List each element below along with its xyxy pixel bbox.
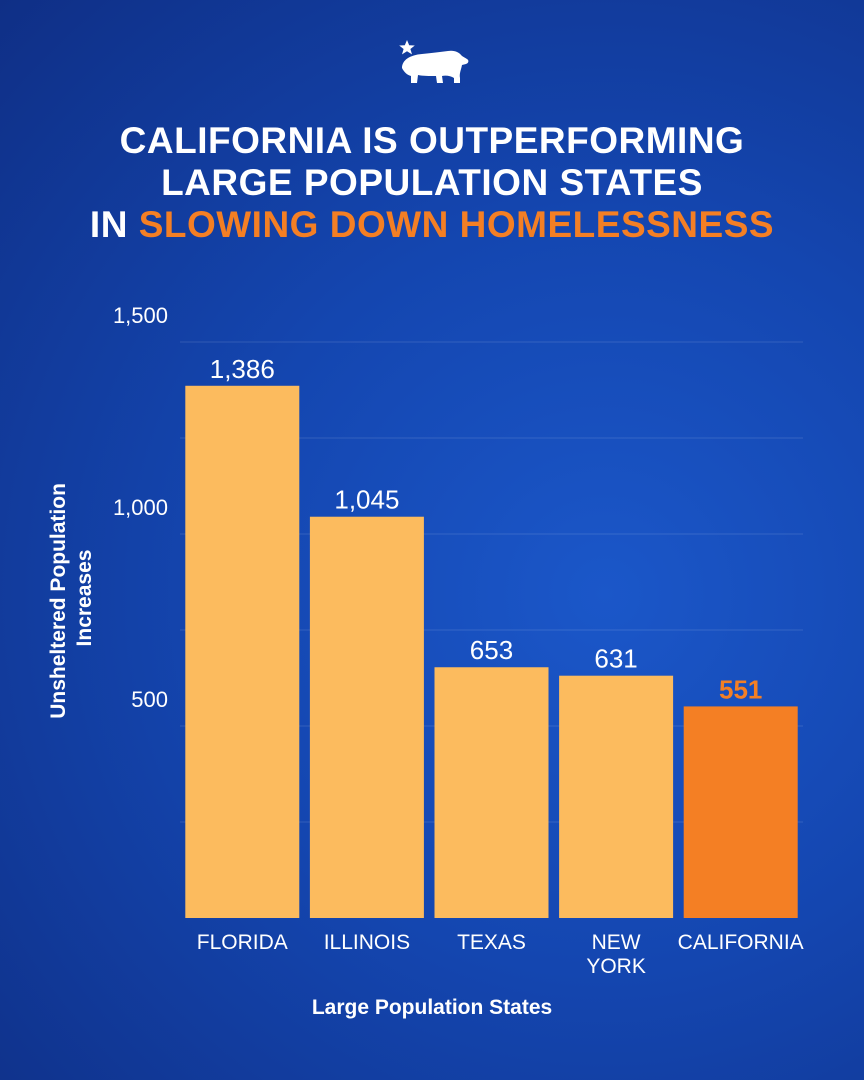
category-label: CALIFORNIA <box>678 931 804 954</box>
y-tick-label: 1,500 <box>113 303 168 328</box>
category-label: NEW YORK <box>586 931 646 978</box>
title-line-3-accent: SLOWING DOWN HOMELESSNESS <box>138 204 775 245</box>
value-label: 1,386 <box>210 354 275 384</box>
title-line-2: LARGE POPULATION STATES <box>161 162 703 203</box>
y-axis-title: Unsheltered Population Increases <box>47 477 96 719</box>
x-axis-categories: FLORIDA ILLINOIS TEXAS NEW YORK CALIFORNIA <box>197 931 804 978</box>
category-label: FLORIDA <box>197 931 288 954</box>
category-label: TEXAS <box>457 931 526 954</box>
bar-florida <box>185 385 300 918</box>
y-axis-title-line-2: Increases <box>73 550 96 647</box>
y-tick-label: 1,000 <box>113 495 168 520</box>
title-line-3-prefix: IN <box>89 204 139 245</box>
bars <box>185 385 798 918</box>
chart-title: CALIFORNIA IS OUTPERFORMING LARGE POPULA… <box>0 120 864 246</box>
y-tick-label: 500 <box>131 687 168 712</box>
value-label: 631 <box>594 644 637 674</box>
x-axis-title: Large Population States <box>312 996 552 1019</box>
value-label: 653 <box>470 635 513 665</box>
bar-california <box>683 706 798 918</box>
bar-illinois <box>309 516 424 918</box>
value-label: 1,045 <box>334 485 399 515</box>
y-axis-ticks: 500 1,000 1,500 <box>113 303 168 712</box>
california-bear-star-icon <box>396 38 472 86</box>
title-line-1: CALIFORNIA IS OUTPERFORMING <box>119 120 745 161</box>
value-label: 551 <box>719 674 762 704</box>
value-labels: 1,386 1,045 653 631 551 <box>210 354 763 705</box>
y-axis-title-line-1: Unsheltered Population <box>47 483 70 719</box>
bar-texas <box>434 667 549 918</box>
category-label: ILLINOIS <box>324 931 410 954</box>
bar-new-york <box>559 675 674 918</box>
